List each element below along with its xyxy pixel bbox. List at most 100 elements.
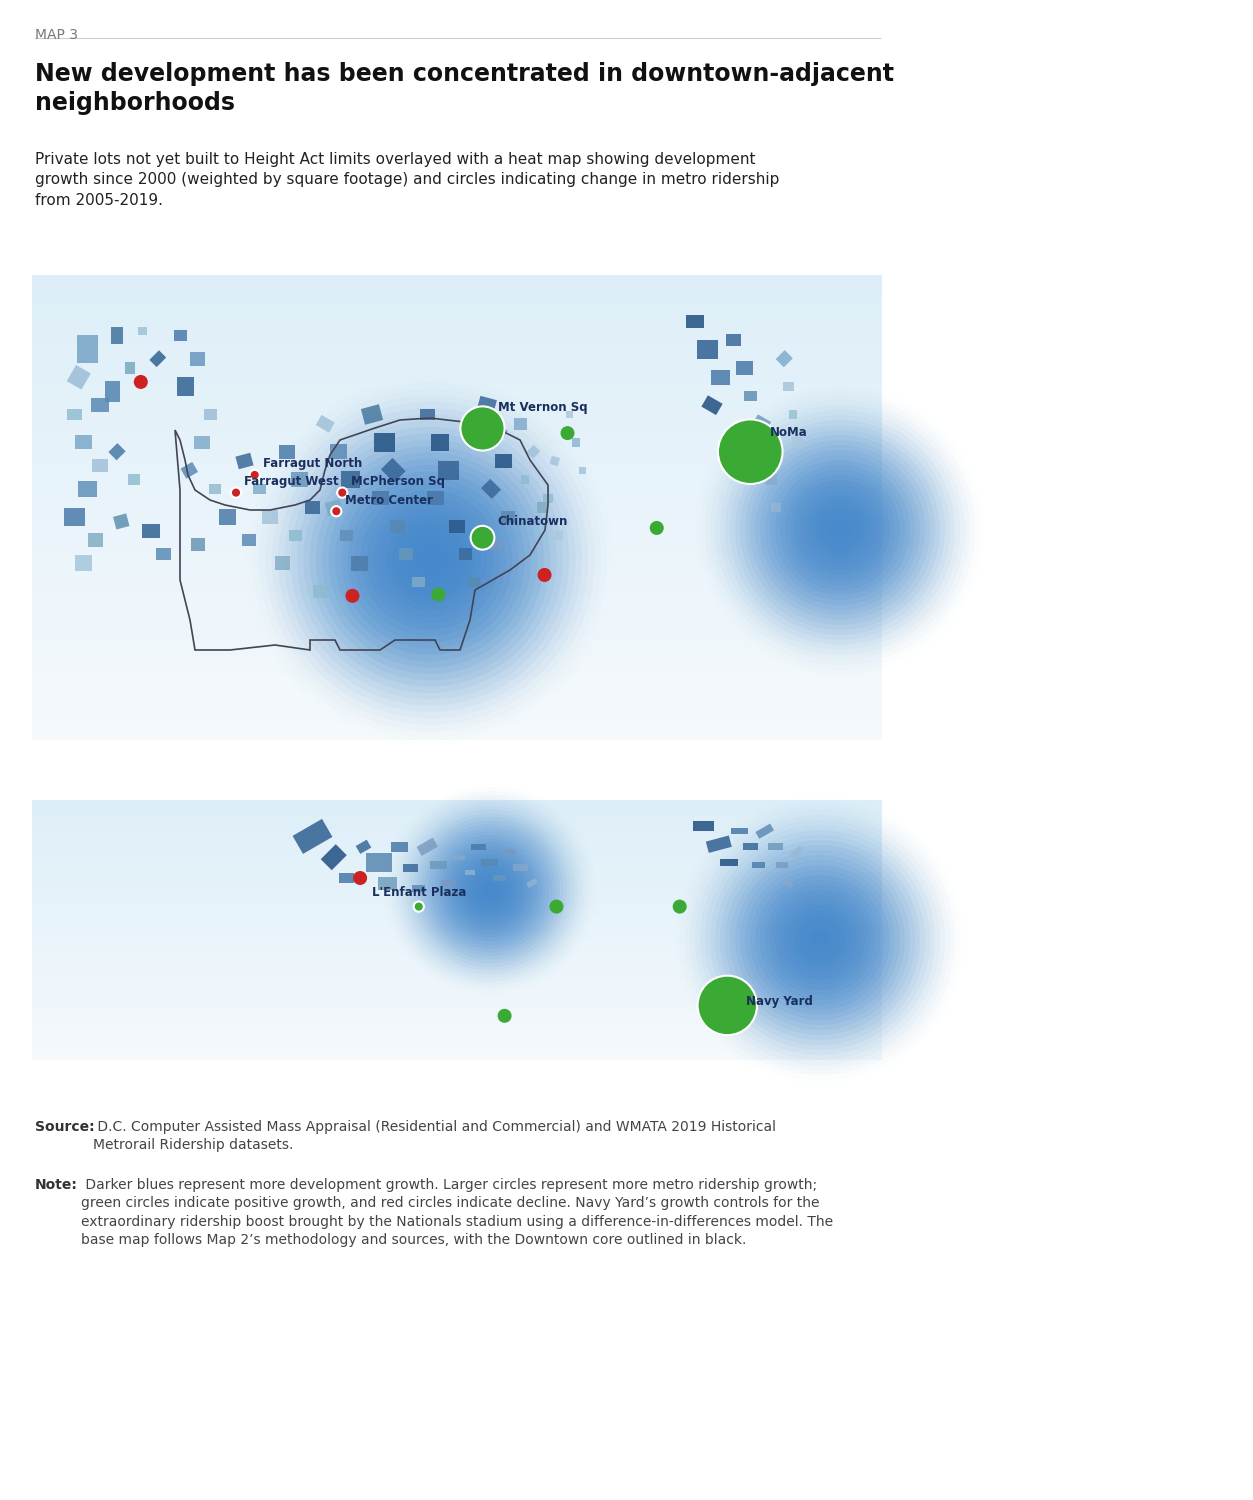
Bar (33, 710, 882, 717)
Bar (33, 1034, 882, 1038)
Circle shape (316, 446, 544, 674)
Bar (33, 531, 882, 538)
Bar (66, 408, 83, 420)
Bar (340, 530, 353, 542)
Circle shape (392, 522, 469, 599)
Circle shape (297, 427, 563, 693)
Bar (33, 843, 882, 848)
Bar (33, 944, 882, 948)
Circle shape (398, 528, 461, 591)
Bar (177, 378, 193, 396)
Text: Note:: Note: (35, 1178, 78, 1192)
Bar (33, 446, 882, 453)
Circle shape (413, 813, 568, 968)
Bar (33, 274, 882, 282)
Circle shape (435, 836, 545, 945)
Bar (33, 800, 882, 804)
Bar (33, 882, 882, 886)
Bar (90, 398, 109, 412)
Polygon shape (783, 878, 794, 888)
Bar (450, 519, 465, 532)
Bar (719, 858, 738, 867)
Bar (33, 831, 882, 834)
Circle shape (741, 859, 900, 1020)
Bar (788, 411, 797, 419)
Polygon shape (702, 396, 723, 416)
Polygon shape (321, 844, 347, 870)
Bar (783, 382, 793, 392)
Circle shape (367, 496, 494, 624)
Bar (33, 852, 882, 856)
Circle shape (814, 934, 824, 945)
Bar (33, 492, 882, 500)
Bar (33, 368, 882, 376)
Circle shape (794, 915, 845, 964)
Bar (142, 524, 160, 537)
Bar (752, 862, 766, 868)
Polygon shape (776, 350, 793, 368)
Circle shape (673, 900, 687, 914)
Circle shape (725, 844, 915, 1035)
Circle shape (347, 477, 512, 642)
Bar (427, 490, 445, 506)
Bar (412, 578, 425, 586)
Bar (33, 960, 882, 964)
Bar (771, 503, 781, 512)
Bar (33, 839, 882, 843)
Bar (33, 376, 882, 384)
Bar (402, 864, 419, 871)
Bar (33, 1026, 882, 1029)
Bar (33, 686, 882, 693)
Bar (76, 336, 98, 363)
Circle shape (411, 542, 449, 579)
Bar (330, 444, 347, 459)
Bar (33, 921, 882, 926)
Circle shape (804, 495, 875, 566)
Bar (33, 392, 882, 399)
Bar (74, 555, 91, 572)
Text: D.C. Computer Assisted Mass Appraisal (Residential and Commercial) and WMATA 201: D.C. Computer Assisted Mass Appraisal (R… (93, 1120, 776, 1152)
Circle shape (751, 870, 890, 1010)
Bar (33, 291, 882, 298)
Bar (33, 956, 882, 960)
Bar (33, 702, 882, 709)
Polygon shape (526, 879, 538, 888)
Circle shape (766, 454, 915, 604)
Bar (33, 646, 882, 654)
Bar (33, 982, 882, 987)
Circle shape (824, 514, 855, 544)
Bar (33, 306, 882, 314)
Bar (33, 964, 882, 969)
Bar (33, 570, 882, 578)
Bar (33, 847, 882, 852)
Bar (313, 585, 328, 597)
Circle shape (799, 490, 880, 570)
Bar (33, 1029, 882, 1033)
Circle shape (450, 849, 530, 930)
Polygon shape (756, 824, 774, 839)
Bar (437, 460, 459, 480)
Polygon shape (356, 840, 371, 854)
Bar (521, 476, 529, 484)
Bar (536, 503, 548, 513)
Polygon shape (113, 513, 129, 529)
Circle shape (751, 440, 930, 620)
Circle shape (766, 885, 875, 995)
Circle shape (781, 470, 900, 590)
Circle shape (771, 890, 870, 990)
Bar (33, 554, 882, 562)
Circle shape (475, 876, 505, 904)
Polygon shape (416, 837, 439, 856)
Bar (375, 433, 396, 451)
Bar (543, 494, 553, 502)
Bar (33, 930, 882, 934)
Bar (555, 531, 564, 540)
Circle shape (442, 843, 538, 938)
Circle shape (471, 526, 495, 549)
Bar (33, 578, 882, 585)
Circle shape (361, 490, 500, 630)
Circle shape (431, 831, 549, 948)
Text: New development has been concentrated in downtown-adjacent
neighborhoods: New development has been concentrated in… (35, 62, 893, 116)
Circle shape (698, 975, 757, 1035)
Bar (33, 994, 882, 999)
